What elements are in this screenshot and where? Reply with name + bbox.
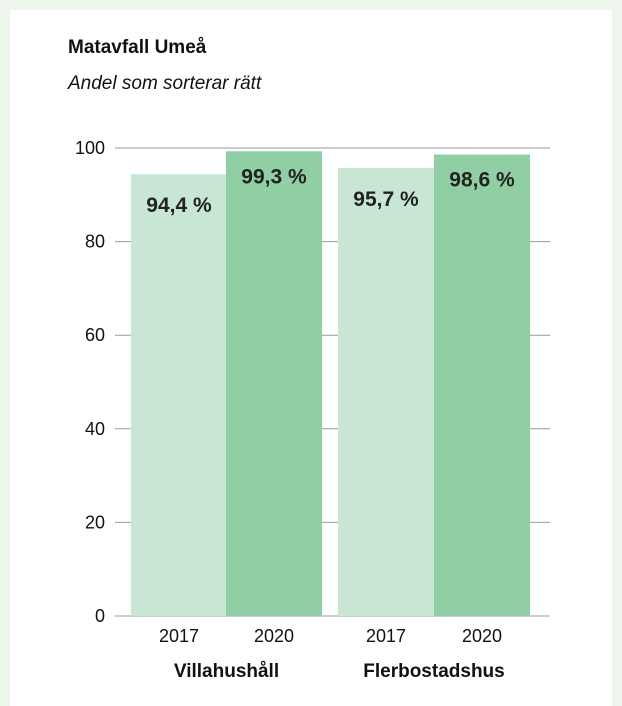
- y-tick-label: 100: [75, 138, 105, 158]
- data-label: 95,7 %: [353, 188, 419, 211]
- y-tick-label: 20: [85, 512, 105, 532]
- bar: [338, 168, 434, 616]
- bar: [434, 154, 530, 616]
- bar: [226, 151, 322, 616]
- x-group-label: Villahushåll: [174, 661, 279, 682]
- data-label: 94,4 %: [146, 194, 212, 217]
- y-tick-label: 60: [85, 325, 105, 345]
- y-tick-label: 40: [85, 419, 105, 439]
- x-group-label: Flerbostadshus: [363, 661, 504, 682]
- chart-subtitle: Andel som sorterar rätt: [68, 73, 262, 94]
- bar-chart: 0 20 40 60 80 100 94,4 % 2017 99,3 % 2020 Villahus…: [75, 138, 550, 682]
- bar: [131, 174, 227, 616]
- data-label: 99,3 %: [241, 165, 307, 188]
- y-tick-label: 0: [95, 606, 105, 626]
- x-tick-label: 2017: [366, 626, 406, 646]
- chart-card: Matavfall Umeå Andel som sorterar rätt 0…: [10, 10, 612, 706]
- chart-title: Matavfall Umeå: [68, 37, 207, 58]
- x-tick-label: 2017: [159, 626, 199, 646]
- y-tick-label: 80: [85, 232, 105, 252]
- x-tick-label: 2020: [462, 626, 502, 646]
- x-tick-label: 2020: [254, 626, 294, 646]
- data-label: 98,6 %: [449, 169, 515, 192]
